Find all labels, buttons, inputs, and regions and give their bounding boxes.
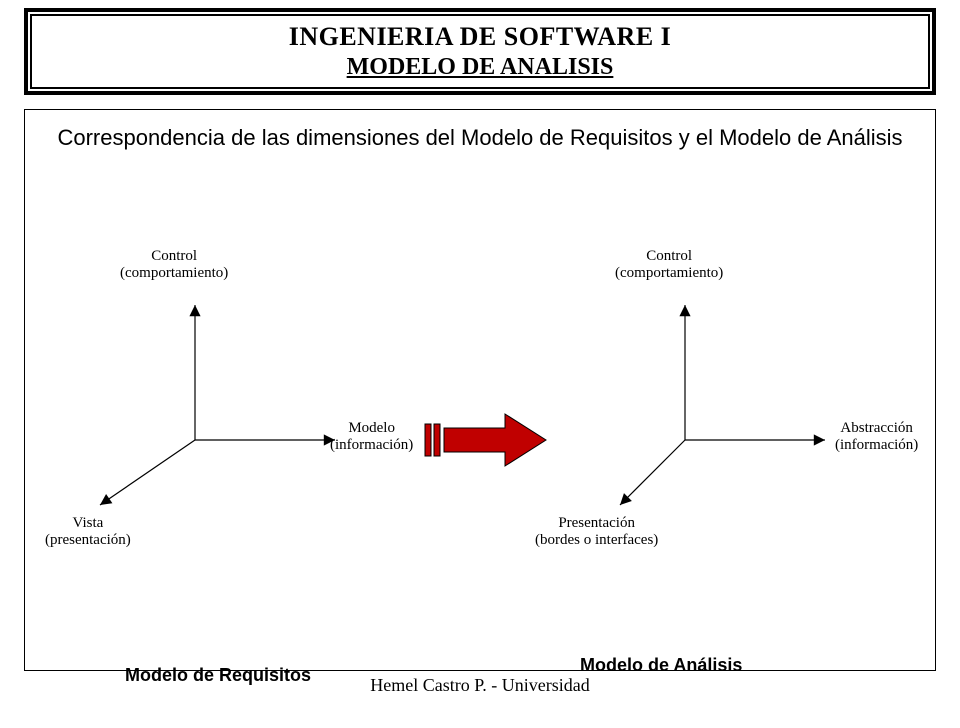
diagram-area: Control(comportamiento) Modelo(informaci… xyxy=(25,220,935,560)
left-axes xyxy=(55,280,345,520)
left-right-label: Modelo(información) xyxy=(330,420,413,455)
right-diag-label: Presentación(bordes o interfaces) xyxy=(535,515,658,550)
left-top-label: Control(comportamiento) xyxy=(120,248,228,283)
right-axes xyxy=(545,280,835,520)
subtitle: Correspondencia de las dimensiones del M… xyxy=(25,124,935,152)
title-line2: MODELO DE ANALISIS xyxy=(32,54,928,81)
title-line1: INGENIERIA DE SOFTWARE I xyxy=(32,22,928,52)
header-frame: INGENIERIA DE SOFTWARE I MODELO DE ANALI… xyxy=(24,8,936,95)
left-caption: Modelo de Requisitos xyxy=(125,665,311,686)
right-top-label: Control(comportamiento) xyxy=(615,248,723,283)
content-panel: Correspondencia de las dimensiones del M… xyxy=(24,109,936,671)
header-inner: INGENIERIA DE SOFTWARE I MODELO DE ANALI… xyxy=(30,14,930,89)
transform-arrow-icon xyxy=(420,410,550,470)
left-diag-label: Vista(presentación) xyxy=(45,515,131,550)
right-caption: Modelo de Análisis xyxy=(580,655,742,676)
right-right-label: Abstracción(información) xyxy=(835,420,918,455)
